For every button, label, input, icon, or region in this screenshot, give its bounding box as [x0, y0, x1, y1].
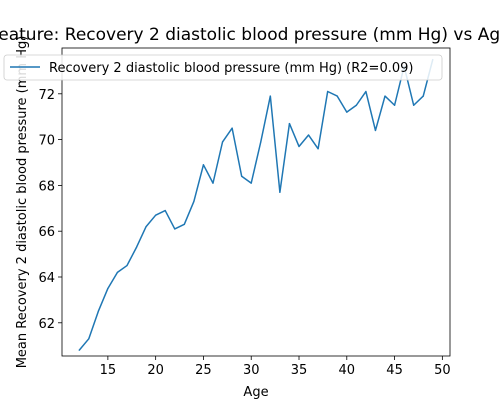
axes-frame: [61, 47, 451, 357]
data-point: [145, 226, 147, 228]
data-point: [126, 264, 128, 267]
data-point: [298, 145, 300, 148]
data-point: [202, 164, 205, 166]
legend-box: [3, 54, 443, 81]
data-point: [288, 122, 291, 125]
data-point: [317, 148, 319, 150]
y-tick-label: 62: [38, 317, 55, 332]
x-tick-label: 30: [243, 363, 260, 378]
y-tick-label: 70: [38, 134, 55, 149]
data-point: [355, 104, 357, 106]
x-tick-label: 20: [147, 363, 164, 378]
axis-ticks: 15 20 25 30 35 40 45 50 62 64 66 68 70 72: [38, 88, 450, 378]
chart-title: Feature: Recovery 2 diastolic blood pres…: [0, 25, 500, 45]
x-tick-label: 15: [100, 363, 117, 378]
data-point: [116, 271, 119, 274]
x-axis-label: Age: [243, 385, 268, 400]
data-point: [241, 175, 243, 177]
data-point: [384, 95, 386, 97]
data-point: [336, 95, 338, 97]
data-point: [393, 104, 396, 106]
y-tick-label: 64: [38, 271, 55, 286]
data-point: [279, 191, 281, 193]
data-point: [260, 141, 262, 143]
data-point: [135, 246, 138, 248]
data-point: [164, 209, 166, 212]
x-tick-label: 40: [339, 363, 356, 378]
x-tick-label: 45: [386, 363, 403, 378]
x-tick-label: 25: [195, 363, 212, 378]
data-point: [221, 141, 224, 143]
legend-label: Recovery 2 diastolic blood pressure (mm …: [49, 61, 413, 76]
data-point: [413, 104, 415, 106]
data-point: [231, 127, 233, 129]
data-point: [107, 287, 109, 290]
series-line-0: [78, 59, 434, 351]
data-point: [212, 182, 214, 184]
data-point: [155, 214, 157, 216]
data-point: [422, 95, 424, 97]
y-axis-label: Mean Recovery 2 diastolic blood pressure…: [15, 36, 30, 369]
y-tick-label: 72: [38, 88, 55, 103]
data-point: [327, 90, 329, 93]
data-point: [269, 95, 271, 97]
data-point: [250, 182, 252, 184]
x-tick-label: 35: [291, 363, 308, 378]
data-point: [174, 228, 176, 230]
y-tick-label: 68: [38, 179, 55, 194]
data-point: [183, 223, 185, 225]
plot-area: [62, 48, 450, 356]
data-point: [88, 338, 90, 340]
x-tick-label: 50: [434, 363, 451, 378]
data-point: [97, 310, 99, 312]
y-tick-label: 66: [38, 225, 55, 240]
data-point: [193, 200, 195, 203]
data-point: [365, 90, 367, 93]
legend: Recovery 2 diastolic blood pressure (mm …: [3, 54, 443, 81]
data-point: [374, 129, 377, 132]
data-point: [78, 349, 80, 351]
data-point: [307, 134, 310, 136]
data-point: [346, 111, 348, 113]
